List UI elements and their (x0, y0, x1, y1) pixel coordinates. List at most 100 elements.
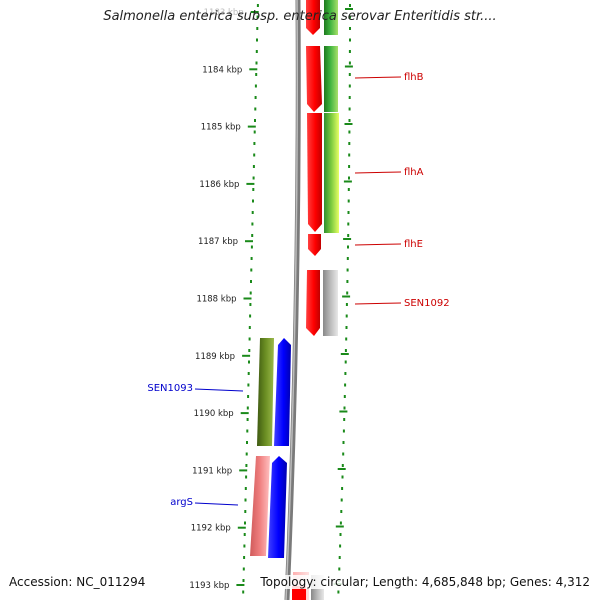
gene-arrow-bottom-partial (292, 586, 306, 600)
ruler-dot (251, 222, 254, 226)
gene-label-SEN1092[interactable]: SEN1092 (404, 298, 450, 309)
ruler-tick-label: 1191 kbp (192, 466, 232, 476)
ruler-dot (341, 487, 344, 490)
gene-label-flhA[interactable]: flhA (404, 167, 424, 178)
ruler-dot (250, 257, 253, 260)
feature-green-top (324, 0, 338, 35)
gene-label-flhB[interactable]: flhB (404, 72, 424, 83)
ruler-dot (344, 372, 347, 375)
gene-arrow-flhB (306, 46, 322, 112)
gene-arrow-SEN1093 (274, 338, 291, 446)
ruler-dot (348, 130, 351, 134)
ruler-dot (248, 326, 251, 329)
ruler-dot (349, 15, 351, 19)
ruler-tick (246, 182, 255, 185)
gene-label-flhE[interactable]: flhE (404, 239, 423, 250)
ruler-dot (255, 73, 258, 76)
genome-title: Salmonella enterica subsp. enterica sero… (103, 9, 497, 24)
ruler-dot (338, 556, 341, 559)
feature-green-flhB (324, 46, 338, 112)
ruler-tick-label: 1192 kbp (191, 524, 231, 534)
ruler-dot (348, 142, 351, 145)
ruler-dot (339, 544, 342, 548)
ruler-mark (342, 295, 351, 298)
ruler-dot (253, 142, 256, 145)
ruler-tick (245, 240, 253, 243)
gene-label-line (194, 502, 239, 506)
ruler-dot (255, 61, 258, 65)
ruler-dot (346, 268, 349, 272)
ruler-dot (340, 510, 343, 513)
ruler-tick (242, 354, 251, 357)
ruler-dot (247, 383, 250, 387)
ruler-mark (344, 123, 353, 125)
ruler-tick-label: 1193 kbp (189, 581, 229, 591)
ruler-dot (248, 337, 251, 341)
ruler-dot (348, 50, 351, 53)
ruler-dot (253, 153, 256, 157)
ruler-dot (342, 429, 345, 433)
ruler-dot (347, 188, 350, 191)
ruler-dot (341, 464, 344, 467)
ruler-dot (255, 50, 258, 53)
ruler-ticks: 1183 kbp 1184 kbp 1185 kbp 1186 kbp 1187 kbp… (189, 8, 259, 591)
ruler-mark (344, 65, 353, 68)
ruler-dot (348, 176, 350, 180)
ruler-dot (242, 590, 245, 594)
ruler-dot (348, 153, 351, 157)
ruler-tick-label: 1187 kbp (198, 237, 238, 247)
gene-arrow-flhA (307, 113, 322, 232)
ruler-dot (348, 61, 351, 65)
gene-arrow-top-partial (306, 0, 320, 35)
ruler-dot (256, 27, 259, 30)
ruler-dot (343, 406, 346, 410)
ruler-tick (236, 584, 245, 586)
ruler-dot (348, 107, 351, 111)
ruler-dot (244, 498, 247, 502)
gene-label-line (354, 302, 402, 305)
ruler-dot (339, 521, 342, 525)
ruler-mark (343, 180, 352, 183)
ruler-dot (254, 96, 257, 99)
ruler-dot (347, 234, 350, 237)
gene-arrow-argS (268, 456, 287, 558)
ruler-dot (244, 521, 246, 525)
ruler-dot (338, 567, 341, 571)
ruler-tick (243, 297, 252, 300)
ruler-tick (250, 11, 259, 13)
gene-label-argS[interactable]: argS (170, 497, 193, 508)
ruler-mark (340, 353, 349, 355)
ruler-dot (346, 280, 349, 283)
ruler-dot (254, 107, 257, 111)
feature-pink-argS (250, 456, 270, 556)
gene-label-SEN1093[interactable]: SEN1093 (147, 383, 193, 394)
ruler-dot (252, 199, 254, 203)
ruler-dot (250, 268, 253, 272)
ruler-tick-label: 1183 kbp (204, 8, 244, 18)
ruler-dot (342, 441, 345, 444)
ruler-dot (347, 245, 349, 249)
gene-labels: flhB flhA flhE SEN1092 SEN1093 argS (147, 72, 449, 508)
genome-backbone-highlight (285, 0, 299, 600)
ruler-mark (343, 238, 352, 240)
ruler-dot (256, 38, 258, 42)
ruler-dot (246, 441, 248, 444)
ruler-dot (246, 418, 249, 421)
ruler-tick-label: 1184 kbp (202, 65, 242, 75)
ruler-dot (248, 349, 251, 352)
inner-ruler-dots (242, 4, 259, 594)
gene-label-line (194, 388, 244, 392)
ruler-dot (249, 303, 252, 306)
ruler-dot (345, 326, 348, 329)
ruler-dot (345, 337, 348, 341)
ruler-dot (340, 498, 343, 502)
ruler-dot (342, 452, 345, 456)
ruler-dot (349, 27, 351, 30)
ruler-dot (252, 176, 255, 180)
ruler-dot (249, 291, 252, 295)
gene-arrow-flhE (308, 234, 321, 256)
ruler-dot (244, 510, 247, 513)
ruler-dot (247, 372, 250, 375)
ruler-dot (343, 395, 346, 398)
ruler-tick-label: 1188 kbp (196, 295, 236, 305)
